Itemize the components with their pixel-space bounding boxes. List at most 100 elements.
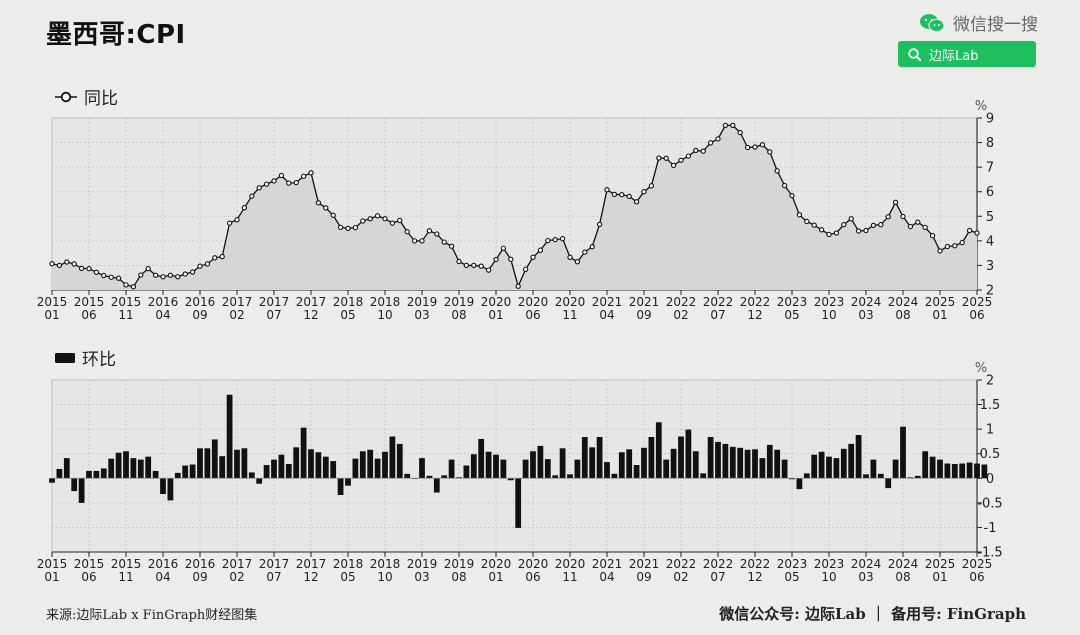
x-tick-label-year: 2018: [370, 295, 401, 309]
data-point: [952, 243, 958, 249]
bar: [974, 463, 980, 479]
bar: [308, 449, 314, 479]
area-fill: [52, 125, 977, 290]
bar: [500, 459, 507, 479]
data-point: [493, 256, 499, 263]
data-point: [522, 266, 529, 273]
data-point: [152, 272, 159, 278]
bar: [774, 449, 781, 479]
bar: [537, 445, 544, 479]
x-tick-label-month: 12: [747, 308, 762, 322]
x-tick-label-year: 2022: [740, 295, 771, 309]
bar: [226, 394, 233, 479]
x-tick-label-year: 2024: [888, 295, 919, 309]
bar: [330, 461, 337, 479]
data-point: [663, 155, 669, 161]
x-tick-label-year: 2021: [592, 557, 623, 571]
bar: [145, 456, 152, 479]
yoy-legend: 同比: [54, 84, 118, 109]
bar: [789, 478, 795, 480]
data-point: [633, 199, 640, 205]
bar: [907, 477, 914, 479]
x-tick-label-month: 01: [488, 570, 503, 584]
y-tick-label: 8: [986, 136, 994, 151]
data-point: [360, 218, 366, 224]
data-point: [123, 282, 129, 288]
x-tick-label-month: 09: [192, 308, 207, 322]
data-point: [892, 199, 899, 205]
x-tick-label-year: 2023: [777, 295, 808, 309]
bar: [981, 464, 988, 479]
data-point: [915, 219, 921, 225]
data-point: [907, 223, 914, 230]
bar: [685, 429, 692, 479]
x-tick-label-year: 2021: [592, 295, 623, 309]
data-point: [485, 267, 492, 273]
x-tick-label-month: 04: [155, 570, 170, 584]
bar: [715, 441, 721, 479]
data-point: [974, 230, 980, 236]
data-point: [101, 272, 107, 279]
data-point: [204, 261, 211, 267]
x-tick-label-year: 2017: [296, 295, 327, 309]
account-note: 微信公众号: 边际Lab ｜ 备用号: FinGraph: [719, 605, 1026, 623]
x-tick-label-month: 12: [303, 308, 318, 322]
x-tick-label-month: 04: [155, 308, 170, 322]
x-tick-label-month: 06: [525, 308, 540, 322]
bar: [478, 438, 485, 479]
bar: [692, 451, 699, 479]
x-tick-label-year: 2017: [259, 295, 290, 309]
bar: [944, 463, 951, 479]
y-tick-label: 4: [986, 234, 994, 249]
hollow-circle-line-icon: [55, 91, 77, 102]
bar: [589, 447, 596, 479]
search-button[interactable]: 边际Lab: [898, 41, 1036, 67]
data-point: [567, 254, 573, 260]
search-icon: [908, 47, 921, 61]
x-tick-label-year: 2022: [740, 557, 771, 571]
x-tick-label-year: 2023: [777, 557, 808, 571]
brand-name: 微信搜一搜: [953, 15, 1038, 35]
data-point: [774, 168, 780, 174]
bar: [515, 478, 522, 528]
bar: [419, 458, 425, 479]
bar: [811, 454, 818, 479]
data-point: [589, 244, 595, 250]
bar: [530, 451, 536, 479]
x-tick-label-year: 2022: [703, 557, 734, 571]
data-point: [545, 237, 551, 244]
data-point: [685, 153, 692, 159]
x-tick-label-month: 06: [969, 570, 984, 584]
data-point: [737, 129, 743, 136]
x-tick-label-month: 12: [303, 570, 318, 584]
y-unit-label: %: [975, 361, 987, 376]
data-point: [759, 142, 766, 148]
y-tick-label: 6: [986, 185, 994, 200]
data-point: [249, 193, 255, 199]
data-point: [508, 256, 514, 262]
x-tick-label-month: 05: [784, 308, 799, 322]
bar: [359, 451, 366, 479]
data-point: [93, 269, 100, 275]
x-tick-label-month: 09: [636, 308, 651, 322]
bar: [855, 435, 862, 479]
bar: [248, 472, 255, 479]
wechat-search-brand[interactable]: 微信搜一搜: [919, 10, 1038, 35]
data-point: [781, 182, 788, 189]
bar: [396, 443, 403, 479]
data-point: [374, 213, 381, 219]
data-point: [108, 274, 114, 280]
x-tick-label-month: 02: [673, 570, 688, 584]
mom-legend: 环比: [54, 345, 116, 370]
data-point: [56, 262, 63, 269]
bar: [803, 473, 810, 479]
bar: [448, 459, 455, 479]
bar: [382, 451, 388, 479]
x-tick-label-year: 2025: [925, 557, 956, 571]
x-tick-label-month: 05: [340, 570, 355, 584]
bar: [892, 459, 899, 479]
x-tick-label-year: 2020: [481, 557, 512, 571]
x-tick-label-month: 03: [414, 570, 429, 584]
x-tick-label-month: 01: [932, 570, 947, 584]
x-tick-label-year: 2018: [333, 557, 364, 571]
